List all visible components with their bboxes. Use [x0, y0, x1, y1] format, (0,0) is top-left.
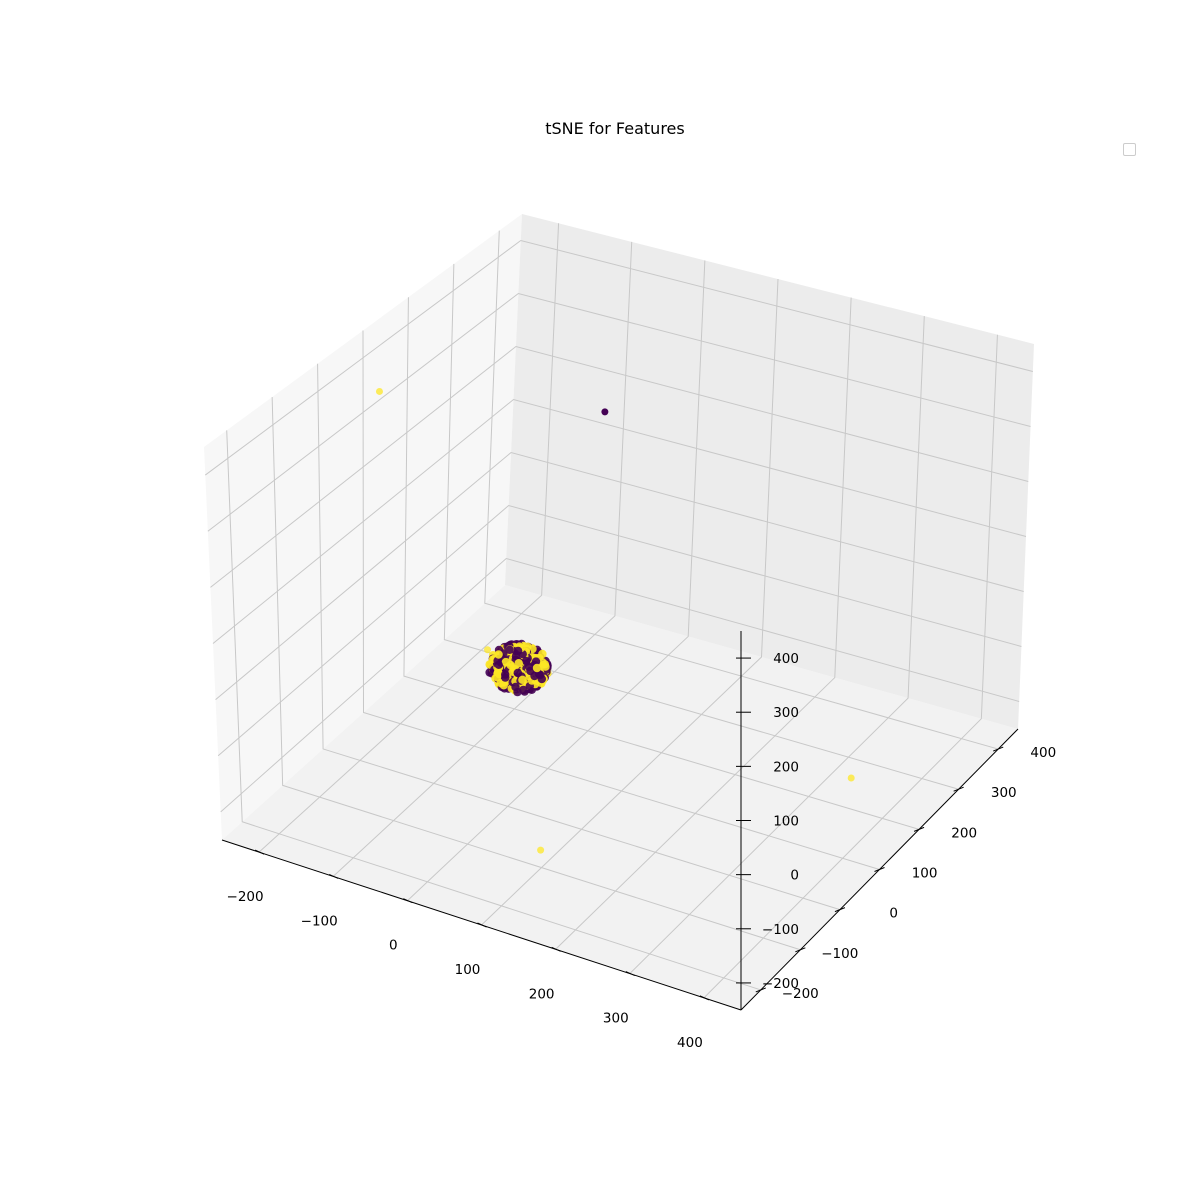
- grid-line-y: [226, 430, 761, 991]
- grid-line-y: [484, 230, 999, 750]
- x-tick-label: 400: [677, 1035, 703, 1051]
- x-tick-label: 200: [529, 986, 555, 1002]
- y-tick-label: 100: [912, 866, 938, 882]
- grid-line-x: [555, 297, 852, 950]
- x-tick: [329, 873, 339, 879]
- y-tick: [993, 746, 1004, 752]
- scatter-point: [531, 657, 541, 666]
- scatter-point: [847, 774, 855, 782]
- scatter-point: [505, 645, 514, 654]
- grid-line-x: [332, 241, 633, 877]
- scatter-point: [501, 670, 510, 679]
- scatter-point: [532, 663, 542, 673]
- x-tick: [699, 995, 710, 1001]
- y-tick: [755, 987, 766, 993]
- grid-line-z: [207, 292, 1031, 532]
- y-tick: [913, 826, 925, 832]
- x-tick-label: 100: [455, 962, 481, 978]
- z-tick-label: 200: [773, 759, 799, 775]
- grid-line-z: [215, 451, 1024, 701]
- grid-line-z: [212, 398, 1027, 644]
- y-tick: [834, 907, 846, 913]
- z-tick-label: −100: [762, 922, 799, 938]
- grid-line-x: [407, 260, 706, 902]
- scatter-point: [530, 671, 539, 681]
- z-tick-label: 300: [773, 705, 799, 721]
- x-tick-label: −100: [301, 913, 338, 929]
- z-tick-label: 400: [773, 651, 799, 667]
- grid-line-z: [220, 557, 1020, 813]
- scatter-point: [513, 646, 523, 656]
- grid-line-z: [210, 345, 1029, 588]
- grid-line-x: [629, 316, 925, 974]
- x-tick: [551, 946, 561, 952]
- legend: [1123, 143, 1136, 156]
- y-tick-label: 300: [991, 785, 1017, 801]
- y-tick: [953, 786, 964, 792]
- scatter-point: [494, 650, 503, 659]
- grid-line-y: [271, 397, 801, 951]
- x-tick-label: 300: [603, 1011, 629, 1027]
- y-tick-label: 0: [889, 906, 898, 922]
- grid-line-z: [204, 239, 1033, 476]
- x-tick: [477, 922, 487, 928]
- scatter-point: [375, 387, 383, 395]
- scatter-point: [484, 646, 492, 654]
- grid-line-y: [362, 330, 880, 870]
- scatter-point: [601, 408, 609, 416]
- y-tick: [874, 867, 885, 872]
- z-tick-label: 100: [773, 814, 799, 830]
- x-tick: [625, 971, 635, 977]
- scatter-point: [506, 660, 515, 670]
- y-tick-label: −200: [782, 986, 819, 1002]
- z-tick-label: −200: [762, 976, 799, 992]
- scatter-point: [511, 682, 520, 692]
- y-tick-label: 400: [1030, 745, 1056, 761]
- scatter-point: [537, 846, 545, 854]
- x-tick: [403, 898, 413, 904]
- grid-line-x: [703, 334, 998, 999]
- scatter-point: [494, 660, 503, 669]
- scatter-point: [518, 675, 527, 684]
- y-tick: [795, 947, 806, 953]
- y-tick-label: 200: [951, 825, 977, 841]
- floor-pane: [222, 585, 1018, 1010]
- scatter-point: [514, 659, 523, 668]
- chart-title: tSNE for Features: [545, 119, 685, 138]
- z-tick-label: 0: [790, 868, 799, 884]
- grid-line-y: [403, 297, 920, 830]
- x-tick: [254, 849, 265, 855]
- grid-line-y: [443, 263, 959, 790]
- grid-line-z: [217, 504, 1022, 757]
- scatter-point: [513, 668, 522, 678]
- scatter-point: [524, 662, 534, 671]
- grid-line-x: [258, 223, 560, 853]
- grid-line-y: [317, 363, 841, 911]
- grid-line-x: [481, 278, 779, 926]
- x-tick-label: 0: [389, 938, 398, 954]
- y-tick-label: −100: [821, 946, 858, 962]
- x-tick-label: −200: [227, 889, 264, 905]
